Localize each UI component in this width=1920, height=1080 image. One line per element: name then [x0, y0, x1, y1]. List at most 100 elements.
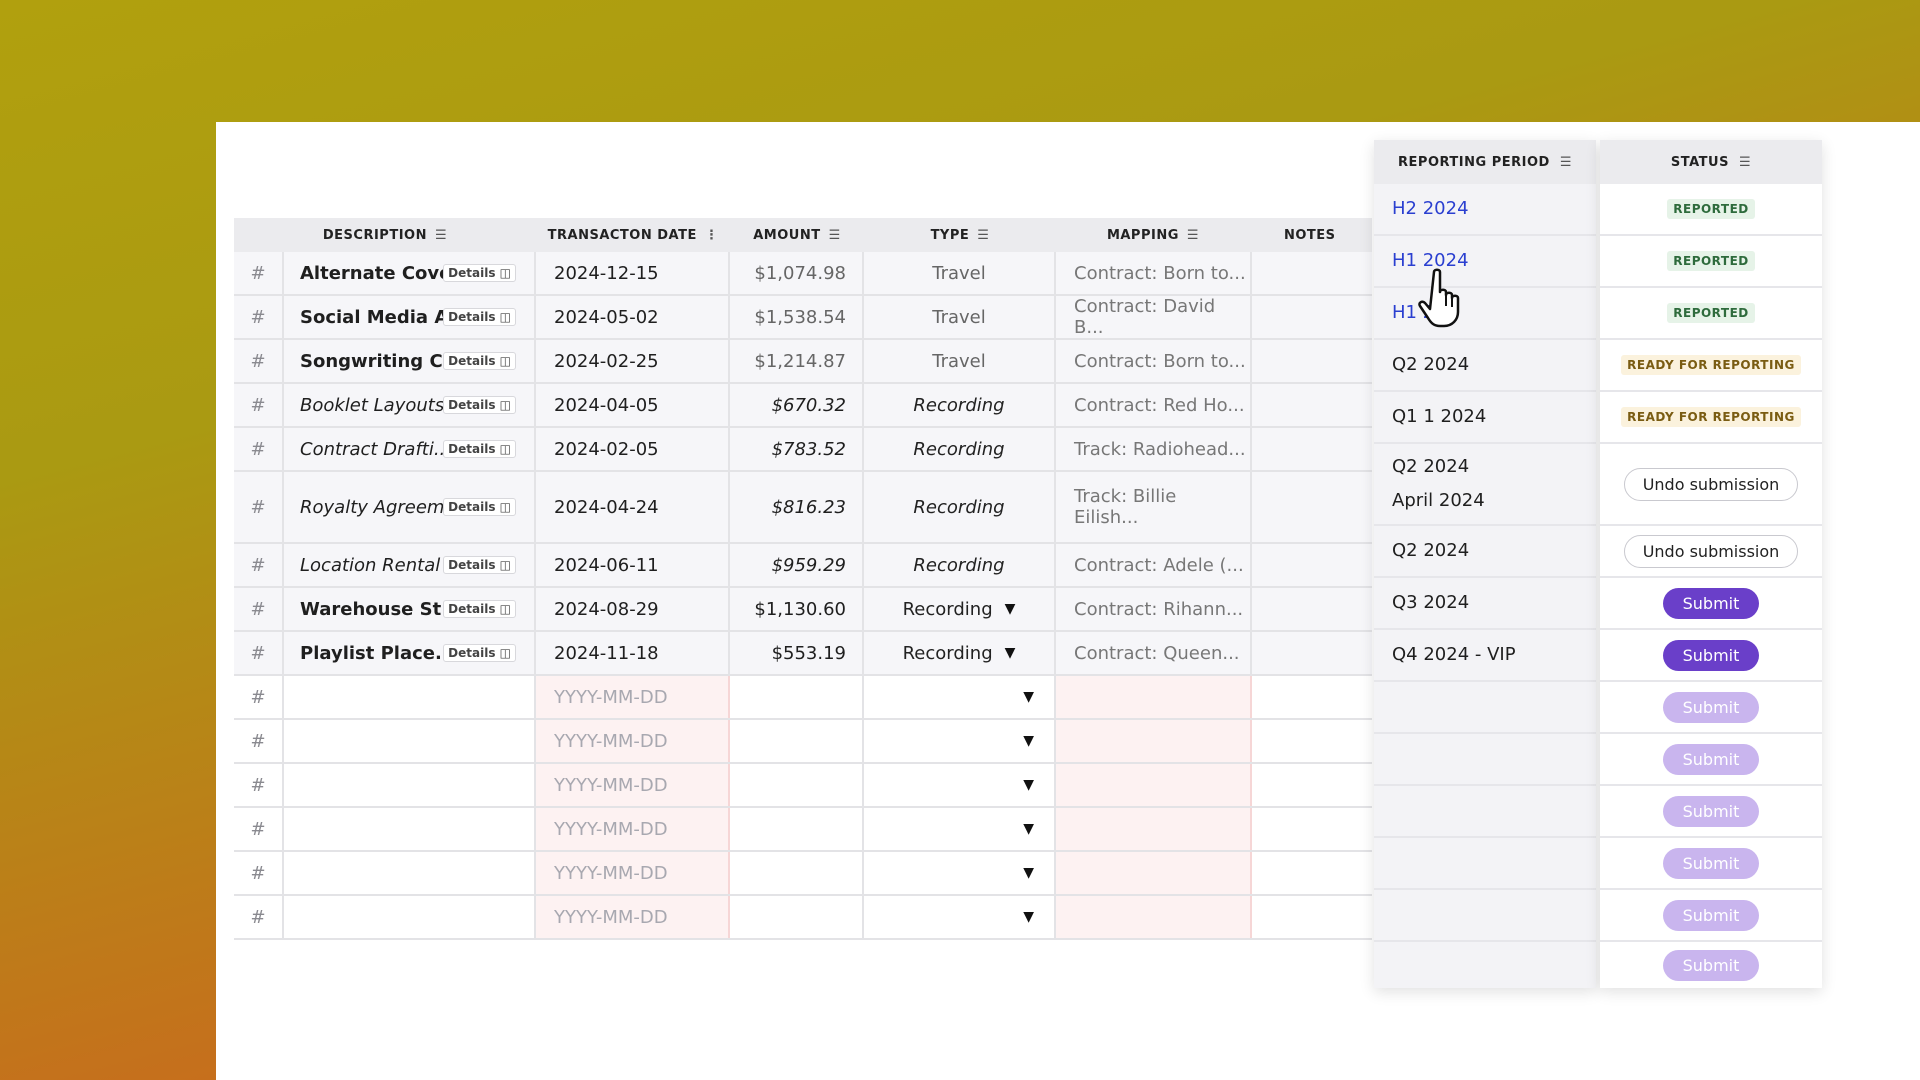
column-header-description[interactable]: DESCRIPTION ☰ — [322, 227, 448, 243]
notes-cell[interactable] — [1252, 544, 1372, 586]
mapping-input[interactable] — [1056, 852, 1250, 894]
notes-cell[interactable] — [1252, 384, 1372, 426]
description-cell[interactable]: Contract Drafti... Details ◫ — [300, 428, 530, 470]
table-row[interactable]: # Social Media A... Details ◫ 2024-05-02… — [234, 296, 1372, 340]
description-cell[interactable]: Playlist Place... Details ◫ — [300, 632, 530, 674]
submit-button-disabled[interactable]: Submit — [1662, 743, 1760, 775]
type-cell[interactable]: Recording — [913, 496, 1005, 518]
amount-cell[interactable]: $959.29 — [771, 554, 846, 576]
undo-submission-button[interactable]: Undo submission — [1623, 534, 1799, 568]
mapping-cell[interactable]: Contract: Born to... — [1074, 262, 1246, 284]
type-cell[interactable]: Recording — [913, 554, 1005, 576]
mapping-input[interactable] — [1056, 808, 1250, 850]
description-cell[interactable]: Social Media A... Details ◫ — [300, 296, 530, 338]
table-row[interactable]: # Contract Drafti... Details ◫ 2024-02-0… — [234, 428, 1372, 472]
transaction-date-cell[interactable]: 2024-12-15 — [554, 262, 659, 284]
transaction-date-cell[interactable]: 2024-05-02 — [554, 306, 659, 328]
mapping-input[interactable] — [1056, 676, 1250, 718]
type-select[interactable]: ▼ — [864, 808, 1054, 850]
table-row[interactable]: # Booklet Layouts Details ◫ 2024-04-05 $… — [234, 384, 1372, 428]
description-cell[interactable]: Warehouse St... Details ◫ — [300, 588, 530, 630]
type-select[interactable]: ▼ — [864, 852, 1054, 894]
submit-button-disabled[interactable]: Submit — [1662, 795, 1760, 827]
table-row[interactable]: # Royalty Agreem... Details ◫ 2024-04-24… — [234, 472, 1372, 544]
reporting-period-header[interactable]: REPORTING PERIOD ☰ — [1374, 140, 1596, 184]
table-row-empty[interactable]: YYYY-MM-DD # ▼ — [234, 808, 1372, 852]
mapping-input[interactable] — [1056, 764, 1250, 806]
table-row[interactable]: # Playlist Place... Details ◫ 2024-11-18… — [234, 632, 1372, 676]
notes-cell[interactable] — [1252, 428, 1372, 470]
transaction-date-cell[interactable]: 2024-06-11 — [554, 554, 659, 576]
transaction-date-cell[interactable]: 2024-11-18 — [554, 642, 659, 664]
details-button[interactable]: Details ◫ — [443, 556, 516, 574]
details-button[interactable]: Details ◫ — [443, 644, 516, 662]
type-select[interactable]: ▼ — [864, 676, 1054, 718]
mapping-cell[interactable]: Contract: Rihann... — [1074, 598, 1244, 620]
notes-cell[interactable] — [1252, 296, 1372, 338]
submit-button[interactable]: Submit — [1662, 639, 1760, 671]
submit-button-disabled[interactable]: Submit — [1662, 949, 1760, 981]
description-cell[interactable]: Alternate Cove... Details ◫ — [300, 252, 530, 294]
table-row-empty[interactable]: YYYY-MM-DD # ▼ — [234, 852, 1372, 896]
amount-cell[interactable]: $783.52 — [771, 438, 846, 460]
details-button[interactable]: Details ◫ — [443, 264, 516, 282]
status-header[interactable]: STATUS ☰ — [1600, 140, 1822, 184]
type-cell[interactable]: Recording ▼ — [902, 642, 1016, 664]
details-button[interactable]: Details ◫ — [443, 498, 516, 516]
description-cell[interactable]: Location Rental Details ◫ — [300, 544, 530, 586]
column-header-notes[interactable]: NOTES — [1284, 227, 1336, 243]
column-header-amount[interactable]: AMOUNT ☰ — [753, 227, 841, 243]
column-header-mapping[interactable]: MAPPING ☰ — [1106, 227, 1200, 243]
transaction-date-input[interactable]: YYYY-MM-DD — [536, 764, 728, 806]
amount-cell[interactable]: $670.32 — [771, 394, 846, 416]
transaction-date-input[interactable]: YYYY-MM-DD — [536, 808, 728, 850]
submit-button-disabled[interactable]: Submit — [1662, 899, 1760, 931]
more-vertical-icon[interactable]: ⋮ — [704, 227, 719, 243]
amount-cell[interactable]: $1,214.87 — [754, 350, 846, 372]
description-cell[interactable]: Royalty Agreem... Details ◫ — [300, 472, 530, 542]
mapping-cell[interactable]: Contract: Red Ho... — [1074, 394, 1245, 416]
transaction-date-cell[interactable]: 2024-02-05 — [554, 438, 659, 460]
transaction-date-input[interactable]: YYYY-MM-DD — [536, 720, 728, 762]
type-cell[interactable]: Travel — [932, 350, 986, 372]
description-cell[interactable]: Songwriting C... Details ◫ — [300, 340, 530, 382]
dropdown-caret-icon[interactable]: ▼ — [1004, 645, 1016, 661]
filter-icon[interactable]: ☰ — [1738, 154, 1752, 170]
column-header-date[interactable]: TRANSACTON DATE ⋮ — [547, 227, 719, 243]
period-row[interactable]: H1 20 — [1374, 288, 1596, 340]
table-row-empty[interactable]: YYYY-MM-DD # ▼ — [234, 676, 1372, 720]
transaction-date-input[interactable]: YYYY-MM-DD — [536, 896, 728, 938]
filter-icon[interactable]: ☰ — [977, 227, 990, 243]
transaction-date-input[interactable]: YYYY-MM-DD — [536, 676, 728, 718]
details-button[interactable]: Details ◫ — [443, 308, 516, 326]
dropdown-caret-icon[interactable]: ▼ — [1004, 601, 1016, 617]
filter-icon[interactable]: ☰ — [1186, 227, 1200, 243]
type-cell[interactable]: Recording ▼ — [902, 598, 1016, 620]
table-row[interactable]: # Songwriting C... Details ◫ 2024-02-25 … — [234, 340, 1372, 384]
dropdown-caret-icon[interactable]: ▼ — [1023, 865, 1034, 881]
mapping-input[interactable] — [1056, 720, 1250, 762]
transaction-date-cell[interactable]: 2024-04-05 — [554, 394, 659, 416]
mapping-cell[interactable]: Contract: Adele (... — [1074, 554, 1244, 576]
filter-icon[interactable]: ☰ — [1559, 154, 1572, 170]
dropdown-caret-icon[interactable]: ▼ — [1023, 777, 1034, 793]
submit-button-disabled[interactable]: Submit — [1662, 691, 1760, 723]
dropdown-caret-icon[interactable]: ▼ — [1023, 689, 1034, 705]
mapping-cell[interactable]: Contract: Queen... — [1074, 642, 1240, 664]
period-row[interactable]: H1 2024 — [1374, 236, 1596, 288]
type-cell[interactable]: Travel — [932, 306, 986, 328]
type-select[interactable]: ▼ — [864, 720, 1054, 762]
dropdown-caret-icon[interactable]: ▼ — [1023, 821, 1034, 837]
submit-button-disabled[interactable]: Submit — [1662, 847, 1760, 879]
amount-cell[interactable]: $1,130.60 — [754, 598, 846, 620]
submit-button[interactable]: Submit — [1662, 587, 1760, 619]
column-header-type[interactable]: TYPE ☰ — [930, 227, 990, 243]
amount-cell[interactable]: $1,538.54 — [754, 306, 846, 328]
table-row[interactable]: # Warehouse St... Details ◫ 2024-08-29 $… — [234, 588, 1372, 632]
details-button[interactable]: Details ◫ — [443, 352, 516, 370]
type-cell[interactable]: Recording — [913, 438, 1005, 460]
filter-icon[interactable]: ☰ — [828, 227, 841, 243]
details-button[interactable]: Details ◫ — [443, 440, 516, 458]
notes-cell[interactable] — [1252, 588, 1372, 630]
filter-icon[interactable]: ☰ — [434, 227, 448, 243]
